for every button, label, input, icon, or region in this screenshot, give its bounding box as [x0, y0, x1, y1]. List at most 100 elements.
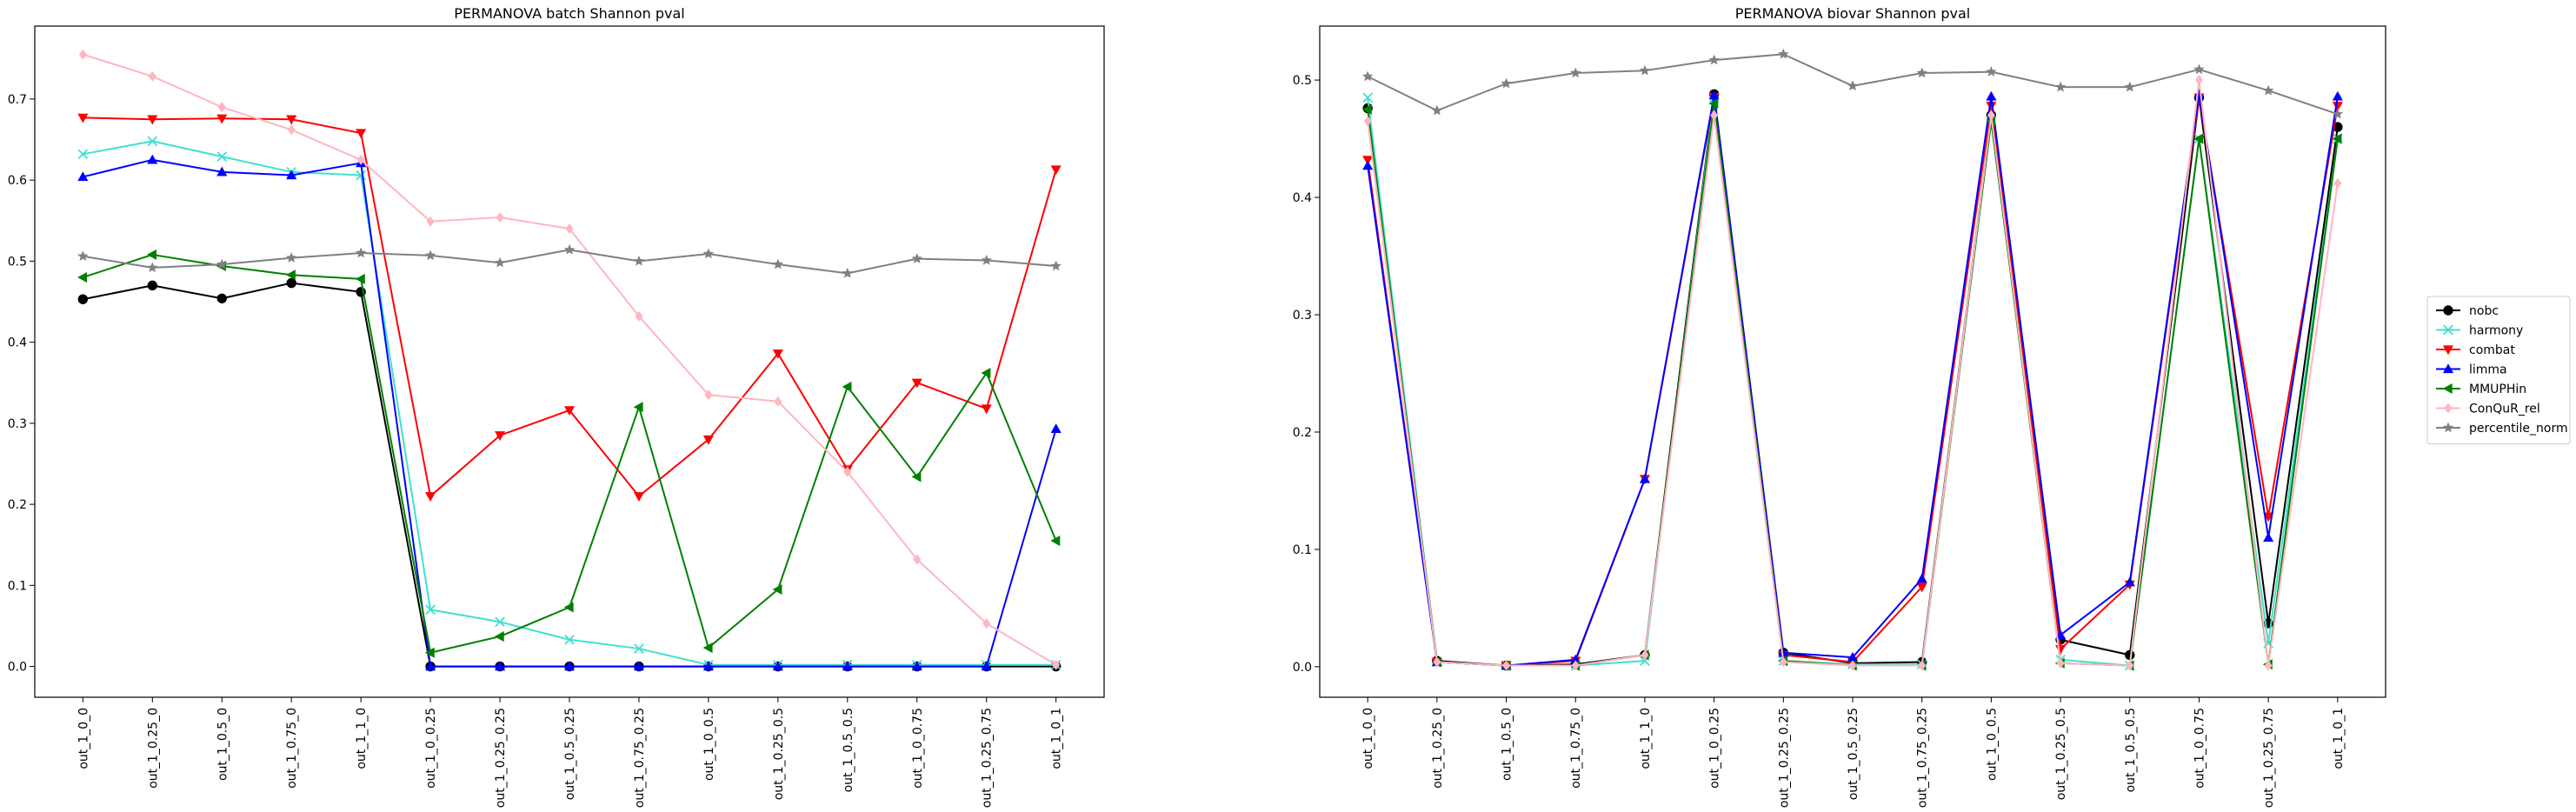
series-ConQuR_rel: [1363, 75, 2342, 671]
data-point: [287, 124, 296, 136]
data-point: [216, 166, 228, 176]
data-point: [911, 661, 922, 671]
data-point: [842, 661, 853, 671]
data-point: [1847, 80, 1859, 91]
data-point: [981, 404, 992, 415]
data-point: [2262, 84, 2274, 96]
data-point: [1986, 66, 1997, 77]
legend-entry-MMUPHin: MMUPHin: [2436, 383, 2526, 396]
data-point: [911, 253, 922, 263]
x-tick-label: out_1_0.25_0.75: [981, 708, 995, 808]
chart-title: PERMANOVA biovar Shannon pval: [1735, 5, 1970, 22]
y-tick-label: 0.0: [8, 661, 27, 675]
x-tick-label: out_1_0_0.5: [1985, 708, 1999, 781]
x-tick-label: out_1_0.25_0.5: [772, 708, 786, 800]
data-point: [425, 604, 436, 616]
data-point: [424, 250, 436, 261]
data-point: [147, 280, 158, 291]
data-point: [1052, 659, 1061, 670]
data-point: [356, 154, 365, 165]
data-point: [494, 256, 506, 268]
data-point: [147, 115, 158, 125]
data-point: [1431, 104, 1443, 116]
data-point: [981, 368, 991, 379]
data-point: [1848, 660, 1857, 671]
data-point: [635, 310, 643, 322]
data-point: [77, 250, 89, 262]
data-point: [772, 661, 783, 671]
data-point: [1708, 90, 1720, 100]
data-point: [2194, 75, 2203, 86]
data-point: [1639, 473, 1650, 483]
data-point: [1570, 67, 1581, 78]
data-point: [702, 642, 713, 654]
data-point: [286, 277, 296, 289]
x-tick-label: out_1_0_1: [2332, 708, 2346, 769]
data-point: [356, 129, 367, 139]
series-percentile_norm: [77, 243, 1062, 278]
data-point: [1708, 54, 1720, 65]
data-point: [424, 647, 435, 658]
data-point: [842, 267, 853, 278]
data-point: [1361, 70, 1374, 82]
x-tick-label: out_1_0_0: [77, 708, 90, 769]
data-point: [1501, 77, 1512, 89]
data-point: [216, 293, 227, 303]
data-point: [772, 583, 782, 596]
data-point: [2332, 108, 2344, 119]
x-tick-label: out_1_0.5_0: [216, 708, 230, 781]
data-point: [842, 381, 852, 392]
x-tick-label: out_1_0_0.5: [702, 708, 716, 781]
data-point: [2333, 177, 2342, 189]
data-point: [2263, 512, 2274, 522]
legend-label: nobc: [2469, 304, 2499, 318]
data-point: [981, 661, 992, 671]
data-point: [563, 406, 576, 416]
legend-box: [2426, 296, 2571, 444]
data-point: [495, 661, 506, 671]
y-tick-label: 0.0: [1293, 661, 1312, 675]
data-point: [1050, 165, 1062, 176]
data-point: [1362, 160, 1374, 170]
data-point: [2193, 63, 2205, 75]
data-point: [2126, 660, 2134, 671]
data-point: [1639, 64, 1651, 76]
x-tick-label: out_1_0.75_0: [285, 708, 299, 789]
data-point: [1778, 48, 1789, 59]
data-point: [147, 262, 158, 273]
legend-marker: [2442, 345, 2454, 356]
data-point: [147, 136, 158, 147]
data-point: [565, 223, 574, 235]
data-point: [495, 616, 505, 628]
data-point: [77, 149, 89, 160]
data-point: [355, 273, 365, 284]
y-tick-label: 0.2: [1293, 426, 1312, 440]
data-point: [78, 49, 87, 60]
data-point: [286, 252, 297, 263]
data-point: [1502, 660, 1511, 671]
data-point: [2056, 657, 2065, 669]
x-tick-label: out_1_0_0: [1361, 708, 1375, 769]
data-point: [217, 102, 226, 113]
legend-marker: [2442, 363, 2454, 374]
data-point: [77, 113, 89, 123]
series-ConQuR_rel: [78, 49, 1061, 670]
legend-marker: [2442, 383, 2453, 395]
data-point: [216, 114, 228, 124]
x-tick-label: out_1_0_1: [1050, 708, 1064, 769]
data-point: [1779, 656, 1787, 668]
data-point: [633, 492, 644, 503]
data-point: [216, 258, 228, 270]
x-tick-label: out_1_0.25_0.25: [1777, 708, 1791, 808]
series-percentile_norm: [1361, 48, 2344, 119]
data-point: [843, 466, 852, 477]
data-point: [702, 248, 715, 259]
data-point: [563, 243, 576, 255]
y-tick-label: 0.1: [8, 579, 27, 593]
data-point: [913, 554, 922, 565]
legend-label: ConQuR_rel: [2469, 403, 2540, 416]
x-tick-label: out_1_0.25_0: [1431, 708, 1445, 789]
data-point: [1918, 660, 1927, 671]
chart-title: PERMANOVA batch Shannon pval: [454, 5, 684, 22]
